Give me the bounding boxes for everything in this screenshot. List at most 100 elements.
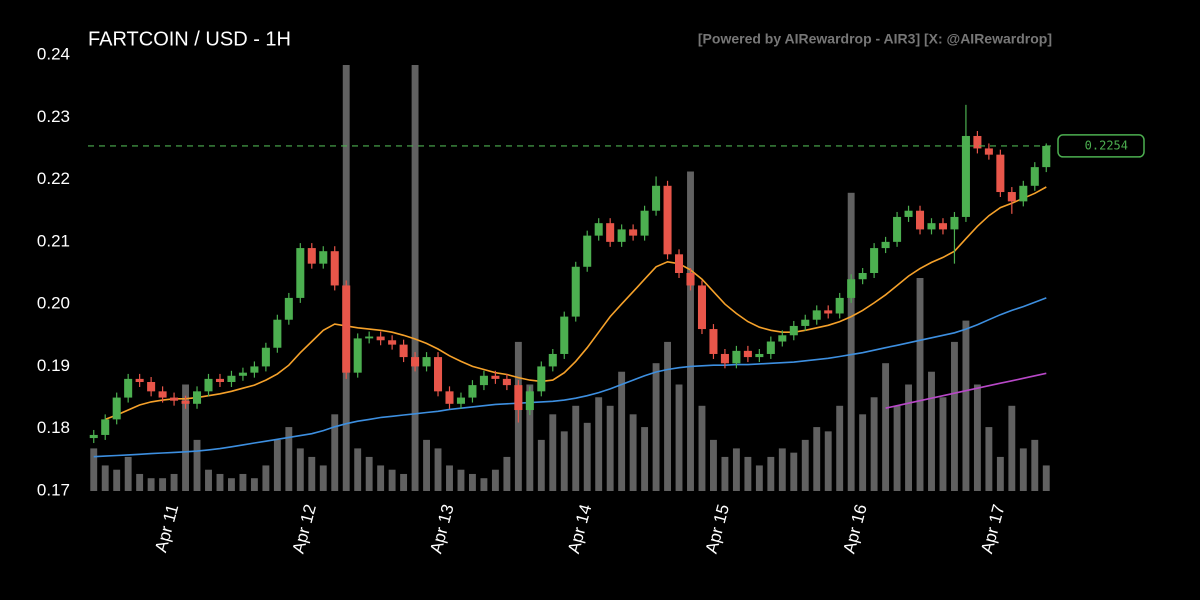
volume-bar: [388, 469, 396, 491]
volume-bar: [641, 427, 649, 491]
candle-body: [938, 223, 947, 230]
candle-body: [801, 319, 810, 326]
volume-bar: [905, 384, 912, 491]
volume-bar: [503, 456, 511, 491]
candle-body: [1030, 167, 1039, 186]
candle-body: [973, 135, 982, 149]
candle-body: [456, 397, 465, 404]
ma-line: [885, 372, 1047, 409]
volume-bar: [939, 397, 947, 491]
chart-title: FARTCOIN / USD - 1H: [88, 28, 291, 50]
volume-bar: [124, 456, 132, 491]
volume-bar: [928, 371, 935, 491]
volume-bar: [285, 427, 293, 491]
candle-body: [571, 266, 580, 317]
x-tick-label: Apr 14: [564, 502, 595, 555]
candle-body: [858, 273, 867, 280]
candle-body: [812, 310, 821, 320]
y-tick-label: 0.20: [37, 294, 70, 313]
volume-bar: [239, 473, 247, 491]
volume-bar: [480, 478, 488, 491]
volume-bar: [721, 456, 729, 491]
ma-line: [93, 297, 1047, 458]
candle-body: [720, 353, 729, 364]
volume-bar: [859, 414, 867, 491]
y-tick-label: 0.17: [37, 480, 70, 499]
volume-bar: [893, 405, 901, 491]
volume-bar: [1008, 405, 1016, 491]
volume-bar: [296, 448, 304, 491]
candle-body: [250, 366, 259, 373]
candle-body: [927, 223, 936, 230]
volume-bar: [583, 422, 591, 491]
volume-bar: [537, 439, 545, 491]
volume-bar: [687, 171, 694, 491]
volume-bar: [790, 452, 798, 491]
candle-body: [594, 223, 603, 236]
candle-body: [502, 378, 511, 386]
volume-bar: [205, 469, 212, 491]
candle-body: [124, 378, 133, 398]
candle-body: [434, 357, 443, 392]
volume-bar: [973, 384, 981, 491]
volume-bar: [250, 478, 258, 491]
volume-bar: [572, 405, 580, 491]
volume-bar: [755, 465, 763, 491]
candle-body: [537, 366, 546, 392]
volume-bar: [342, 65, 350, 491]
x-tick-label: Apr 16: [840, 502, 871, 555]
candle-body: [353, 338, 362, 373]
volume-bar: [549, 414, 557, 491]
candle-body: [732, 350, 741, 364]
volume-bar: [319, 465, 327, 491]
volume-bar: [331, 414, 339, 491]
volume-bar: [365, 456, 373, 491]
candle-body: [709, 329, 718, 354]
volume-bar: [675, 384, 683, 491]
volume-bar: [1019, 448, 1027, 491]
candle-body: [193, 391, 202, 404]
candle-body: [629, 229, 638, 236]
volume-bar: [273, 439, 281, 491]
candle-body: [135, 378, 144, 382]
candle-body: [686, 273, 695, 286]
volume-bar: [147, 478, 155, 491]
candle-body: [388, 340, 397, 345]
x-tick-label: Apr 17: [977, 502, 1008, 555]
volume-bar: [136, 473, 144, 491]
price-label-box: [1057, 134, 1145, 158]
volume-bar: [1031, 439, 1039, 491]
volume-bar: [434, 448, 442, 491]
x-tick-label: Apr 13: [426, 502, 457, 555]
candle-body: [296, 248, 305, 298]
volume-bar: [159, 478, 167, 491]
candle-body: [617, 229, 626, 242]
volume-bar: [1042, 465, 1050, 491]
volume-bar: [870, 397, 878, 491]
volume-bar: [228, 478, 235, 491]
volume-bar: [423, 439, 430, 491]
candle-body: [491, 375, 500, 379]
candle-body: [583, 235, 592, 267]
x-tick-label: Apr 12: [289, 502, 320, 555]
ma-line: [104, 186, 1047, 421]
candle-body: [112, 397, 121, 420]
volume-bar: [778, 448, 786, 491]
candle-body: [640, 210, 649, 236]
volume-bar: [962, 320, 970, 491]
candle-body: [663, 185, 672, 255]
candle-body: [468, 385, 477, 398]
candle-body: [904, 210, 913, 217]
candle-body: [743, 350, 752, 358]
candle-body: [916, 210, 925, 230]
candle-body: [881, 241, 890, 249]
candle-body: [766, 341, 775, 354]
volume-bar: [446, 465, 453, 491]
candle-body: [158, 391, 167, 398]
x-tick-label: Apr 15: [702, 502, 733, 555]
volume-bar: [400, 473, 408, 491]
candle-body: [961, 135, 970, 217]
volume-bar: [90, 448, 98, 491]
volume-bar: [457, 469, 465, 491]
